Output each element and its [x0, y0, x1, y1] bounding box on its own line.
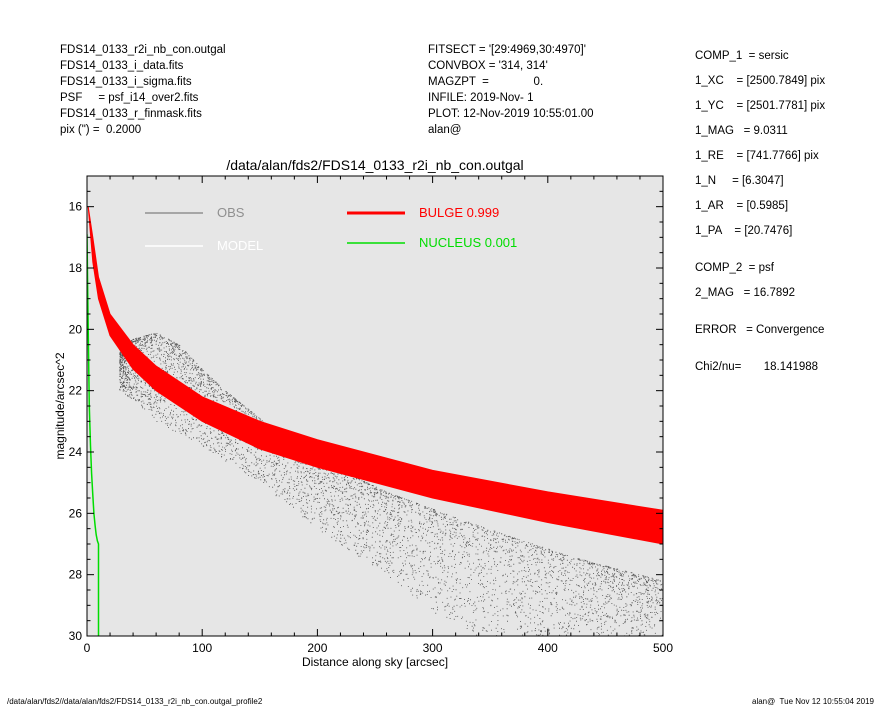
bulge-band [87, 206, 663, 545]
x-tick-label: 300 [423, 641, 443, 655]
param-line: 1_N = [6.3047] [695, 175, 784, 187]
header-left-line: PSF = psf_i14_over2.fits [60, 92, 199, 104]
x-tick-label: 200 [307, 641, 327, 655]
header-mid-line: CONVBOX = '314, 314' [428, 60, 548, 72]
legend-label-obs: OBS [217, 205, 245, 220]
header-left: FDS14_0133_r2i_nb_con.outgal FDS14_0133_… [60, 42, 226, 138]
header-mid-line: alan@ [428, 124, 462, 136]
legend-label-bulge: BULGE 0.999 [419, 205, 499, 220]
x-axis-label: Distance along sky [arcsec] [302, 655, 448, 669]
y-tick-label: 20 [69, 322, 83, 336]
param-line: 1_RE = [741.7766] pix [695, 150, 819, 162]
y-tick-label: 30 [69, 629, 83, 643]
y-tick-label: 26 [69, 506, 83, 520]
header-left-line: FDS14_0133_i_sigma.fits [60, 76, 192, 88]
header-mid-line: INFILE: 2019-Nov- 1 [428, 92, 534, 104]
chart-title: /data/alan/fds2/FDS14_0133_r2i_nb_con.ou… [226, 157, 523, 173]
param-line: 1_XC = [2500.7849] pix [695, 75, 826, 87]
header-mid-line: MAGZPT = 0. [428, 76, 544, 88]
legend-label-model: MODEL [217, 238, 263, 253]
header-left-line: pix (") = 0.2000 [60, 124, 142, 136]
footer-path: /data/alan/fds2//data/alan/fds2/FDS14_01… [7, 697, 263, 706]
y-tick-label: 18 [69, 261, 83, 275]
y-tick-label: 24 [69, 445, 83, 459]
param-line: 1_YC = [2501.7781] pix [695, 100, 826, 112]
x-tick-label: 0 [84, 641, 91, 655]
header-mid-line: FITSECT = '[29:4969,30:4970]' [428, 44, 586, 56]
header-left-line: FDS14_0133_i_data.fits [60, 60, 184, 72]
header-left-line: FDS14_0133_r_finmask.fits [60, 108, 202, 120]
param-line: COMP_1 = sersic [695, 50, 789, 62]
header-middle: FITSECT = '[29:4969,30:4970]' CONVBOX = … [428, 42, 594, 138]
footer-timestamp: alan@ Tue Nov 12 10:55:04 2019 [752, 697, 874, 706]
legend-label-nucleus: NUCLEUS 0.001 [419, 235, 517, 250]
param-line: Chi2/nu= 18.141988 [695, 361, 819, 373]
header-left-line: FDS14_0133_r2i_nb_con.outgal [60, 44, 226, 56]
plot-area [87, 176, 663, 636]
x-tick-label: 500 [653, 641, 673, 655]
y-tick-label: 22 [69, 384, 83, 398]
x-tick-label: 400 [538, 641, 558, 655]
param-line: 1_MAG = 9.0311 [695, 125, 788, 137]
param-line: ERROR = Convergence [695, 324, 825, 336]
y-axis-label: magnitude/arcsec^2 [53, 352, 67, 459]
x-tick-label: 100 [192, 641, 212, 655]
param-line: 1_AR = [0.5985] [695, 200, 789, 212]
y-tick-label: 16 [69, 200, 83, 214]
param-line: 1_PA = [20.7476] [695, 225, 793, 237]
param-line: 2_MAG = 16.7892 [695, 287, 796, 299]
param-line: COMP_2 = psf [695, 262, 774, 274]
header-mid-line: PLOT: 12-Nov-2019 10:55:01.00 [428, 108, 594, 120]
y-tick-label: 28 [69, 568, 83, 582]
